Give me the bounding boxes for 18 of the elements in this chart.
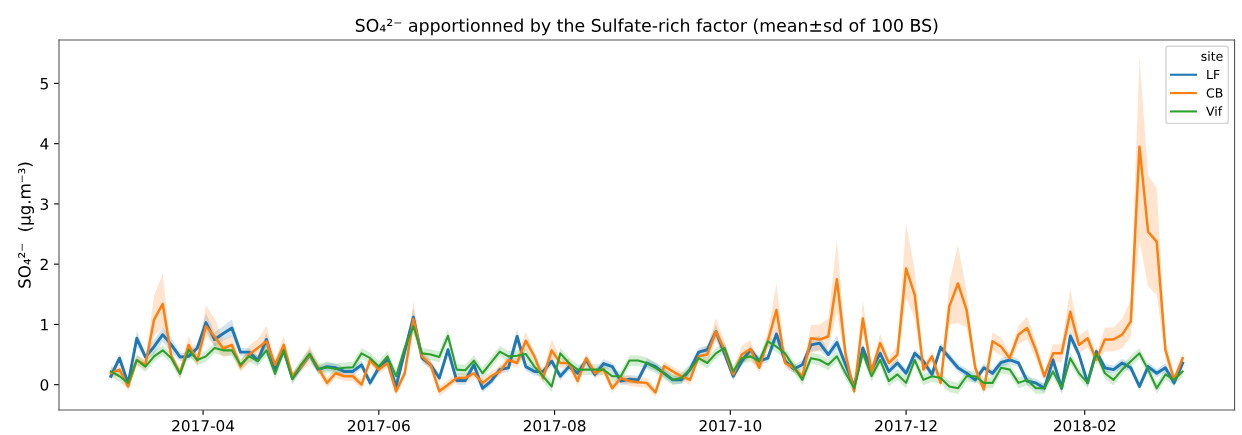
x-tick-label: 2017-08 [523,419,586,432]
x-tick-label: 2018-02 [1053,419,1116,432]
chart-title: SO₄²⁻ apportionned by the Sulfate-rich factor (mean±sd of 100 BS) [355,18,938,36]
legend-title: site [1201,51,1223,61]
legend-label: Vif [1206,106,1223,116]
y-tick-label: 1 [41,319,48,331]
legend-label: CB [1206,88,1223,98]
legend-label: LF [1207,70,1220,80]
x-tick-label: 2017-06 [348,419,410,432]
y-tick-label: 2 [40,258,48,270]
y-tick-label: 5 [40,78,48,90]
y-tick-label: 0 [40,379,49,391]
x-tick-label: 2017-10 [699,419,762,432]
x-tick-label: 2017-12 [875,419,937,432]
x-tick-label: 2017-04 [172,419,235,432]
y-axis-title: SO₄²⁻ (µg.m⁻³) [17,162,34,288]
y-tick-label: 3 [40,198,49,210]
y-tick-label: 4 [40,138,49,150]
